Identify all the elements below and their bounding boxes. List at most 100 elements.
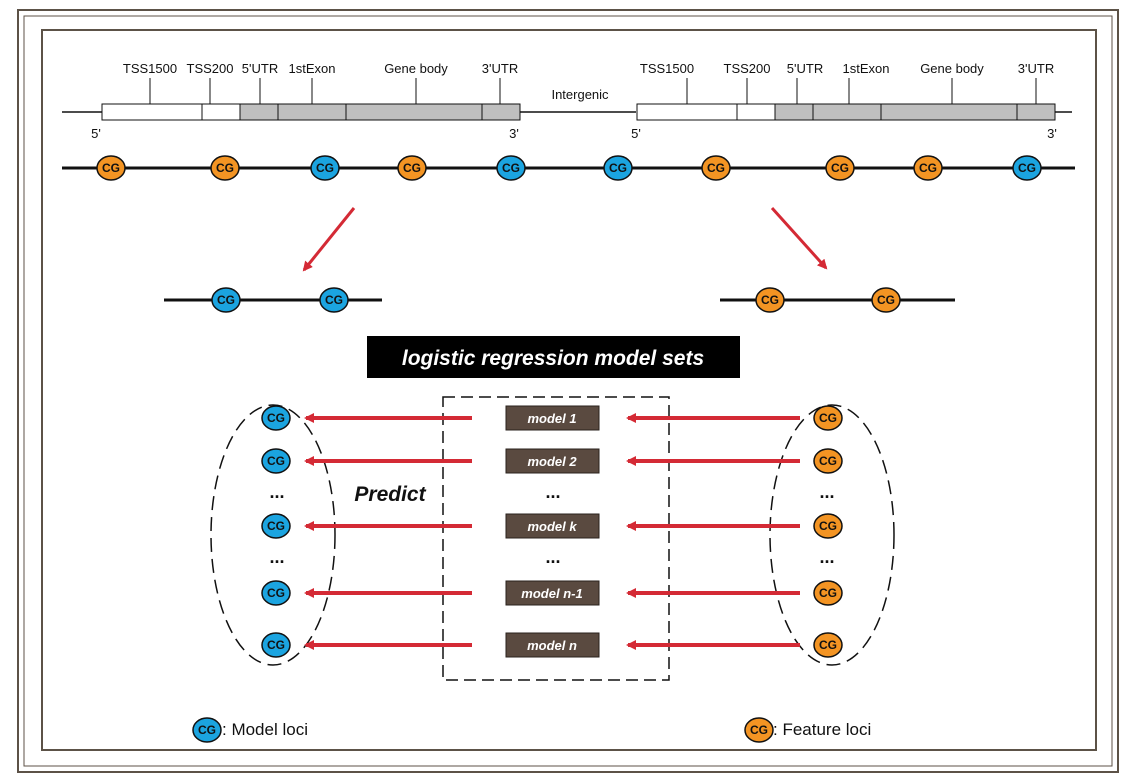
model-cg-site: CG: [603, 155, 633, 181]
legend-feature-loci-label: : Feature loci: [773, 720, 871, 739]
cg-label: CG: [609, 161, 627, 175]
model-box: [505, 513, 600, 539]
cg-label: CG: [216, 161, 234, 175]
model-label: model k: [527, 519, 577, 534]
cg-label: CG: [1018, 161, 1036, 175]
feature-cg-site: CG: [913, 155, 943, 181]
cg-label: CG: [198, 723, 216, 737]
split-arrow-left: [302, 207, 356, 272]
five-prime-label: 5': [91, 126, 101, 141]
cg-site-row: CG CG CG CG CG CG CG CG CG CG: [96, 155, 1042, 181]
model-row: model n-1 CG CG: [261, 580, 843, 606]
split-arrow-right: [770, 206, 828, 270]
model-ellipsis: ...: [545, 482, 560, 502]
model-cg-site: CG: [310, 155, 340, 181]
feature-loci-ellipsis: ...: [819, 482, 834, 502]
feature-cg-site: CG: [701, 155, 731, 181]
model-row: model n CG CG: [261, 632, 843, 658]
model-loci-site: CG: [261, 580, 291, 606]
model-cg-site: CG: [1012, 155, 1042, 181]
cg-label: CG: [267, 454, 285, 468]
region-label-5utr: 5'UTR: [242, 61, 278, 76]
feature-loci-ellipsis: ...: [819, 547, 834, 567]
model-box: [505, 580, 600, 606]
model-label: model n-1: [521, 586, 582, 601]
model-ellipsis: ...: [545, 547, 560, 567]
model-cg-site: CG: [319, 287, 349, 313]
cg-label: CG: [750, 723, 768, 737]
gene-structure-left: TSS1500 TSS200 5'UTR 1stExon Gene body 3…: [62, 61, 636, 141]
legend: CG : Model loci CG : Feature loci: [192, 717, 871, 743]
feature-cg-site: CG: [871, 287, 901, 313]
model-row: model k CG CG: [261, 513, 843, 539]
cg-label: CG: [707, 161, 725, 175]
three-prime-label: 3': [509, 126, 519, 141]
feature-loci-site: CG: [813, 513, 843, 539]
cg-label: CG: [267, 519, 285, 533]
legend-feature-cg-icon: CG: [744, 717, 774, 743]
model-box: [505, 632, 600, 658]
model-label: model 1: [527, 411, 576, 426]
cg-label: CG: [819, 586, 837, 600]
intergenic-label: Intergenic: [551, 87, 609, 102]
model-box: [505, 448, 600, 474]
feature-loci-site: CG: [813, 632, 843, 658]
feature-loci-site: CG: [813, 448, 843, 474]
model-loci-ellipsis: ...: [269, 482, 284, 502]
region-label-tss200: TSS200: [187, 61, 234, 76]
feature-cg-site: CG: [210, 155, 240, 181]
feature-cg-site: CG: [397, 155, 427, 181]
cg-label: CG: [502, 161, 520, 175]
cg-label: CG: [267, 638, 285, 652]
model-label: model n: [527, 638, 577, 653]
predict-label: Predict: [354, 483, 426, 506]
region-label-5utr: 5'UTR: [787, 61, 823, 76]
cg-label: CG: [819, 411, 837, 425]
decorative-frame: [17, 9, 1119, 773]
cg-label: CG: [403, 161, 421, 175]
cg-label: CG: [325, 293, 343, 307]
cg-label: CG: [316, 161, 334, 175]
model-box: [505, 405, 600, 431]
model-set-box: [442, 396, 670, 681]
model-rows: model 1 CG CG model 2 CG CG...... ... model k CG…: [261, 405, 843, 658]
legend-model-loci-label: : Model loci: [222, 720, 308, 739]
region-label-1stexon: 1stExon: [289, 61, 336, 76]
region-label-tss1500: TSS1500: [123, 61, 177, 76]
cg-label: CG: [819, 519, 837, 533]
region-label-gene-body: Gene body: [920, 61, 984, 76]
five-prime-label: 5': [631, 126, 641, 141]
gene-structure-right: TSS1500 TSS200 5'UTR 1stExon Gene body 3…: [631, 61, 1072, 141]
cg-label: CG: [819, 454, 837, 468]
model-set-title-banner: logistic regression model sets: [367, 336, 740, 378]
legend-model-loci: CG: [192, 717, 222, 743]
feature-loci-site: CG: [813, 580, 843, 606]
feature-loci-site: CG: [813, 405, 843, 431]
split-cg-sites: CG CG CG CG: [211, 287, 901, 313]
region-label-tss200: TSS200: [724, 61, 771, 76]
model-loci-site: CG: [261, 448, 291, 474]
region-label-gene-body: Gene body: [384, 61, 448, 76]
cg-label: CG: [819, 638, 837, 652]
feature-loci-group: [769, 404, 895, 666]
three-prime-label: 3': [1047, 126, 1057, 141]
cg-label: CG: [267, 586, 285, 600]
model-cg-site: CG: [211, 287, 241, 313]
model-loci-site: CG: [261, 513, 291, 539]
cg-label: CG: [877, 293, 895, 307]
cg-label: CG: [217, 293, 235, 307]
model-row: model 1 CG CG: [261, 405, 843, 431]
legend-model-cg-icon: CG: [192, 717, 222, 743]
model-loci-site: CG: [261, 405, 291, 431]
cg-label: CG: [831, 161, 849, 175]
region-label-tss1500: TSS1500: [640, 61, 694, 76]
model-set-title: logistic regression model sets: [402, 347, 704, 370]
feature-cg-site: CG: [755, 287, 785, 313]
region-label-3utr: 3'UTR: [482, 61, 518, 76]
legend-feature-loci: CG: [744, 717, 774, 743]
model-row: model 2 CG CG: [261, 448, 843, 474]
feature-cg-site: CG: [825, 155, 855, 181]
model-loci-ellipsis: ...: [269, 547, 284, 567]
cg-label: CG: [761, 293, 779, 307]
region-label-1stexon: 1stExon: [843, 61, 890, 76]
